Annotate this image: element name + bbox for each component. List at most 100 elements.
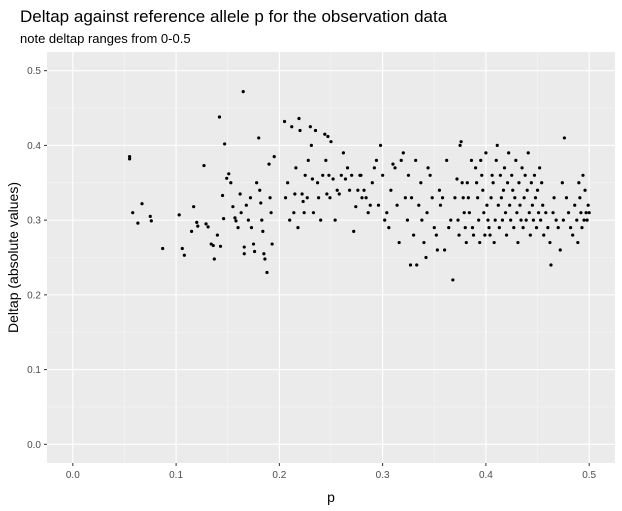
data-point	[293, 192, 297, 196]
data-point	[518, 203, 522, 207]
data-point	[372, 166, 376, 170]
data-point	[522, 196, 526, 200]
data-point	[395, 203, 399, 207]
data-point	[426, 166, 430, 170]
data-point	[376, 203, 381, 207]
data-point	[561, 218, 565, 222]
data-point	[443, 248, 447, 252]
data-point	[319, 218, 323, 222]
data-point	[456, 218, 460, 222]
data-point	[249, 226, 254, 230]
data-point	[374, 158, 379, 162]
data-point	[576, 240, 580, 245]
data-point	[302, 211, 306, 215]
data-point	[526, 151, 530, 155]
data-point	[239, 211, 243, 215]
data-point	[227, 172, 231, 176]
data-point	[262, 252, 266, 256]
data-point	[538, 166, 542, 170]
data-point	[359, 173, 363, 177]
data-point	[460, 181, 464, 185]
x-tick-label: 0.1	[169, 470, 183, 481]
data-point	[345, 166, 350, 170]
data-point	[458, 143, 462, 148]
data-point	[212, 257, 216, 261]
data-point	[453, 196, 457, 200]
data-point	[521, 226, 525, 230]
data-point	[397, 240, 401, 245]
data-point	[354, 205, 358, 209]
data-point	[496, 203, 500, 207]
data-point	[290, 125, 294, 129]
data-point	[509, 218, 513, 222]
data-point	[504, 233, 509, 237]
data-point	[548, 240, 552, 245]
data-point	[288, 218, 292, 222]
data-point	[494, 158, 498, 162]
data-point	[517, 181, 521, 185]
data-point	[333, 218, 337, 222]
data-point	[527, 211, 531, 215]
data-point	[177, 213, 181, 217]
data-point	[585, 218, 589, 222]
data-point	[360, 196, 364, 200]
data-point	[268, 196, 272, 200]
data-point	[362, 188, 366, 192]
data-point	[465, 181, 469, 185]
data-point	[566, 211, 571, 215]
data-point	[298, 128, 302, 133]
data-point	[270, 242, 274, 246]
data-point	[486, 218, 490, 222]
data-point	[251, 242, 256, 246]
data-point	[327, 173, 331, 177]
data-point	[321, 173, 325, 177]
data-point	[267, 162, 271, 166]
data-point	[536, 211, 541, 215]
data-point	[309, 143, 313, 148]
data-point	[437, 188, 442, 192]
data-point	[252, 249, 257, 254]
data-point	[218, 244, 223, 248]
data-point	[485, 203, 489, 207]
data-point	[149, 219, 153, 223]
data-point	[306, 158, 310, 162]
data-point	[323, 132, 327, 136]
y-axis-label: Deltap (absolute values)	[5, 182, 21, 333]
data-point	[248, 196, 253, 200]
data-point	[343, 177, 348, 181]
x-tick-label: 0.0	[66, 470, 80, 481]
data-point	[549, 263, 553, 267]
data-point	[531, 218, 536, 222]
data-point	[516, 240, 520, 245]
data-point	[499, 196, 503, 200]
data-point	[463, 226, 467, 230]
data-point	[487, 226, 491, 230]
data-point	[378, 143, 383, 148]
data-point	[573, 203, 577, 207]
data-point	[350, 173, 354, 177]
data-point	[578, 196, 582, 200]
data-point	[560, 181, 564, 185]
data-point	[387, 226, 391, 230]
x-tick-label: 0.4	[479, 470, 493, 481]
data-point	[580, 226, 584, 230]
data-point	[425, 211, 429, 215]
data-point	[447, 226, 451, 230]
y-axis: 0.0 0.1 0.2 0.3 0.4 0.5	[27, 66, 47, 451]
data-point	[383, 218, 387, 222]
data-point	[422, 240, 426, 245]
data-point	[140, 202, 144, 206]
data-point	[502, 166, 507, 170]
data-point	[370, 181, 374, 185]
x-tick-label: 0.3	[376, 470, 390, 481]
data-point	[238, 192, 242, 196]
data-point	[579, 211, 583, 215]
data-point	[206, 225, 210, 229]
data-point	[408, 263, 413, 267]
data-point	[317, 196, 321, 200]
data-point	[286, 181, 290, 185]
data-point	[498, 173, 502, 177]
data-point	[495, 143, 499, 148]
data-point	[417, 203, 421, 207]
